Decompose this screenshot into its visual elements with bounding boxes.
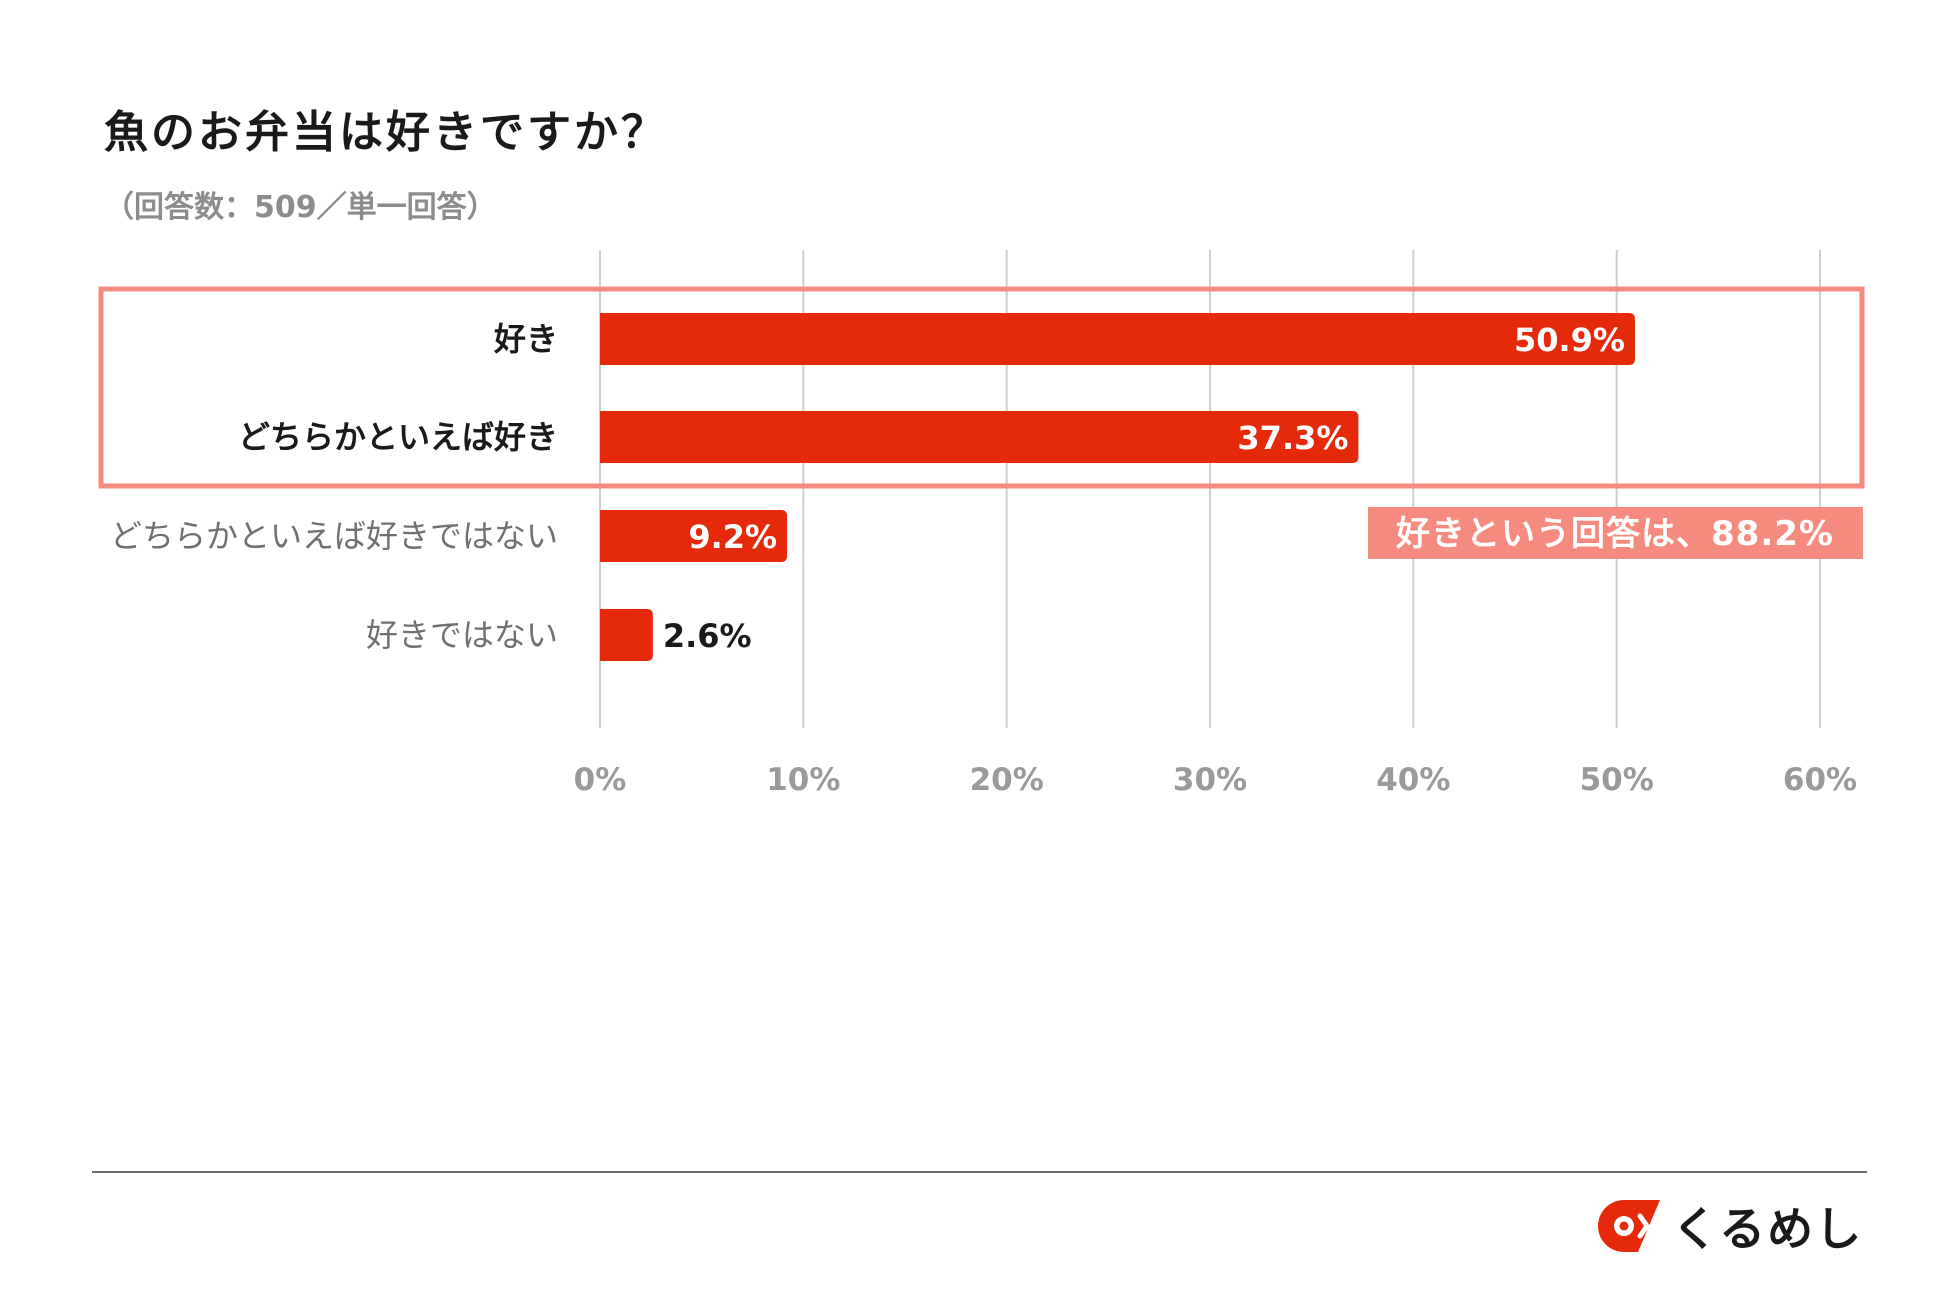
x-tick-label: 0% <box>574 762 627 798</box>
highlight-annotation-box <box>1368 507 1863 559</box>
bar-chart: 0% 10% 20% 30% 40% 50% 60% 50.9% 好き 37.3% どちらかといえば… <box>98 250 1865 798</box>
brand-name: くるめし <box>1672 1202 1864 1256</box>
highlight-frame <box>98 286 1865 489</box>
bar <box>600 510 788 562</box>
bar-value-label: 37.3% <box>1237 419 1348 457</box>
x-tick-label: 40% <box>1376 762 1450 798</box>
category-label: 好きではない <box>366 616 558 654</box>
brand: くるめし <box>1594 1196 1863 1256</box>
bar <box>600 313 1635 365</box>
x-tick-label: 20% <box>970 762 1044 798</box>
bar-value-label: 9.2% <box>688 518 777 556</box>
x-tick-label: 30% <box>1173 762 1247 798</box>
chart-subtitle: （回答数：509／単一回答） <box>104 190 497 225</box>
category-label: どちらかといえば好き <box>238 418 558 456</box>
x-tick-label: 50% <box>1580 762 1654 798</box>
bar <box>600 609 653 661</box>
chart-title: 魚のお弁当は好きですか？ <box>104 107 668 158</box>
bar-value-label: 50.9% <box>1514 321 1625 359</box>
highlight-annotation: 好きという回答は、88.2% <box>1395 514 1834 554</box>
x-tick-label: 60% <box>1783 762 1857 798</box>
x-tick-label: 10% <box>766 762 840 798</box>
bar-value-label: 2.6% <box>663 617 752 655</box>
category-label: 好き <box>493 320 558 358</box>
kurumeshi-logo-icon <box>1598 1200 1660 1252</box>
footer-divider <box>92 1171 1867 1173</box>
bar <box>600 411 1359 463</box>
category-label: どちらかといえば好きではない <box>110 517 558 555</box>
